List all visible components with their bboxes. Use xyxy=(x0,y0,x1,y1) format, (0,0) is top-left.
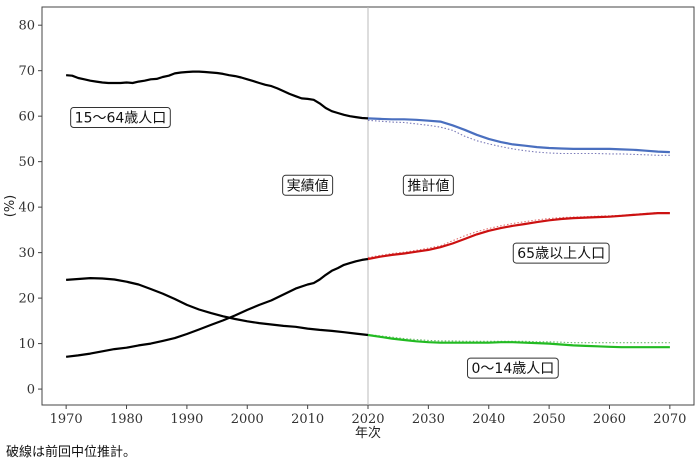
y-tick-label: 60 xyxy=(18,110,35,125)
series-label-0-text: 15〜64歳人口 xyxy=(75,111,167,127)
projection-line xyxy=(367,117,670,154)
region-label-1-box xyxy=(402,174,454,196)
series-label-0: 15〜64歳人口 xyxy=(70,107,171,129)
x-tick-label: 2030 xyxy=(412,412,445,427)
x-tick-label: 2060 xyxy=(593,412,626,427)
x-tick-label: 2000 xyxy=(231,412,264,427)
projection-line xyxy=(367,333,670,349)
series-label-1-box xyxy=(512,242,610,264)
series-label-0-box xyxy=(70,107,171,129)
y-tick-label: 0 xyxy=(27,383,35,398)
chart-labels: 15〜64歳人口 65歳以上人口 0〜14歳人口 実績値 推計値 xyxy=(70,107,610,379)
region-label-0-text: 実績値 xyxy=(287,178,329,194)
x-tick-label: 1990 xyxy=(170,412,203,427)
y-tick-label: 40 xyxy=(18,201,35,216)
x-tick-label: 1980 xyxy=(110,412,143,427)
actual-line xyxy=(65,257,369,358)
x-tick-label: 2040 xyxy=(472,412,505,427)
previous-projection-line xyxy=(367,333,670,344)
series-label-2: 0〜14歳人口 xyxy=(467,357,559,379)
y-tick-label: 50 xyxy=(18,155,35,170)
series-label-2-box xyxy=(467,357,559,379)
actual-line xyxy=(66,70,369,120)
x-tick-label: 2070 xyxy=(653,412,686,427)
y-axis-title: (%) xyxy=(3,195,18,218)
y-tick-label: 70 xyxy=(18,64,35,79)
actual-line xyxy=(66,277,369,337)
y-tick-label: 30 xyxy=(18,246,35,261)
series-label-1-text: 65歳以上人口 xyxy=(517,246,605,262)
region-label-0-box xyxy=(282,174,334,196)
projection-line xyxy=(367,212,670,261)
previous-projection-line xyxy=(367,119,670,156)
region-label-1-text: 推計値 xyxy=(407,178,449,194)
series-lines xyxy=(65,70,670,358)
x-axis-title: 年次 xyxy=(355,425,381,440)
x-tick-label: 2050 xyxy=(533,412,566,427)
region-label-1: 推計値 xyxy=(402,174,454,196)
region-label-0: 実績値 xyxy=(282,174,334,196)
y-tick-label: 80 xyxy=(18,19,35,34)
series-label-2-text: 0〜14歳人口 xyxy=(472,361,555,377)
x-tick-label: 2010 xyxy=(291,412,324,427)
x-tick-label: 2020 xyxy=(351,412,384,427)
x-tick-label: 1970 xyxy=(50,412,83,427)
y-tick-label: 10 xyxy=(18,337,35,352)
y-tick-label: 20 xyxy=(18,292,35,307)
series-label-1: 65歳以上人口 xyxy=(512,242,610,264)
footnote: 破線は前回中位推計。 xyxy=(6,445,137,460)
